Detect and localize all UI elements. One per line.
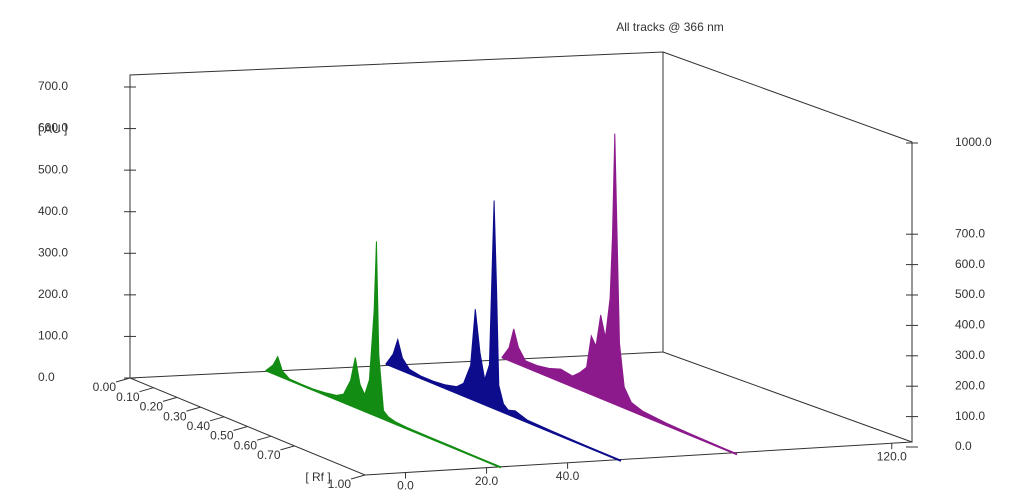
track-baseline <box>501 356 738 456</box>
frame <box>129 51 913 476</box>
y2-tick-label: 500.0 <box>955 287 985 301</box>
rf-tick-label: 0.70 <box>257 448 281 462</box>
rf-tick-label: 0.10 <box>116 390 140 404</box>
y-tick-label: 200.0 <box>38 287 68 301</box>
rf-axis-label: [ Rf ] <box>305 470 330 484</box>
rf-tick-label: 0.40 <box>187 419 211 433</box>
track-area <box>265 241 502 468</box>
y-axis-label: [ AU ] <box>38 122 67 136</box>
x-tick-label: 0.0 <box>397 479 414 493</box>
track-area <box>501 133 738 455</box>
y2-tick-label: 1000.0 <box>955 135 992 149</box>
y2-tick-label: 400.0 <box>955 318 985 332</box>
y2-tick-label: 100.0 <box>955 409 985 423</box>
rf-tick <box>256 435 272 441</box>
rf-tick-label: 1.00 <box>328 477 352 491</box>
rf-tick-label: 0.00 <box>93 380 117 394</box>
rf-tick <box>280 445 295 451</box>
rf-tick <box>139 387 154 393</box>
y2-tick-label: 200.0 <box>955 378 985 392</box>
y-tick-label: 300.0 <box>38 245 68 259</box>
rf-tick-label: 0.60 <box>234 438 258 452</box>
side-wall <box>662 51 913 443</box>
track-baseline <box>265 369 502 469</box>
y-tick-label: 100.0 <box>38 329 68 343</box>
y-tick-label: 700.0 <box>38 79 68 93</box>
y-tick-label: 0.0 <box>38 370 55 384</box>
x-tick-label: 120.0 <box>877 449 907 463</box>
x-tick-label: 40.0 <box>556 469 580 483</box>
y2-tick-label: 700.0 <box>955 226 985 240</box>
rf-tick <box>115 377 131 383</box>
y-tick-label: 400.0 <box>38 204 68 218</box>
x-tick-label: 20.0 <box>475 474 499 488</box>
rf-tick-label: 0.30 <box>163 409 187 423</box>
chart-title: All tracks @ 366 nm <box>616 20 724 34</box>
y-tick-label: 500.0 <box>38 162 68 176</box>
rf-tick <box>233 426 248 431</box>
y-tick-label: 600.0 <box>38 121 68 135</box>
rf-tick <box>350 474 366 480</box>
rf-tick-label: 0.50 <box>210 429 234 443</box>
y2-tick-label: 300.0 <box>955 348 985 362</box>
rf-tick <box>162 396 178 402</box>
rf-tick <box>186 406 201 412</box>
rf-tick-label: 0.20 <box>140 400 164 414</box>
track-area <box>385 200 622 462</box>
y2-tick-label: 0.0 <box>955 439 972 453</box>
track-baseline <box>385 362 622 462</box>
back-wall <box>129 51 664 379</box>
y2-tick-label: 600.0 <box>955 257 985 271</box>
rf-tick <box>209 416 225 422</box>
